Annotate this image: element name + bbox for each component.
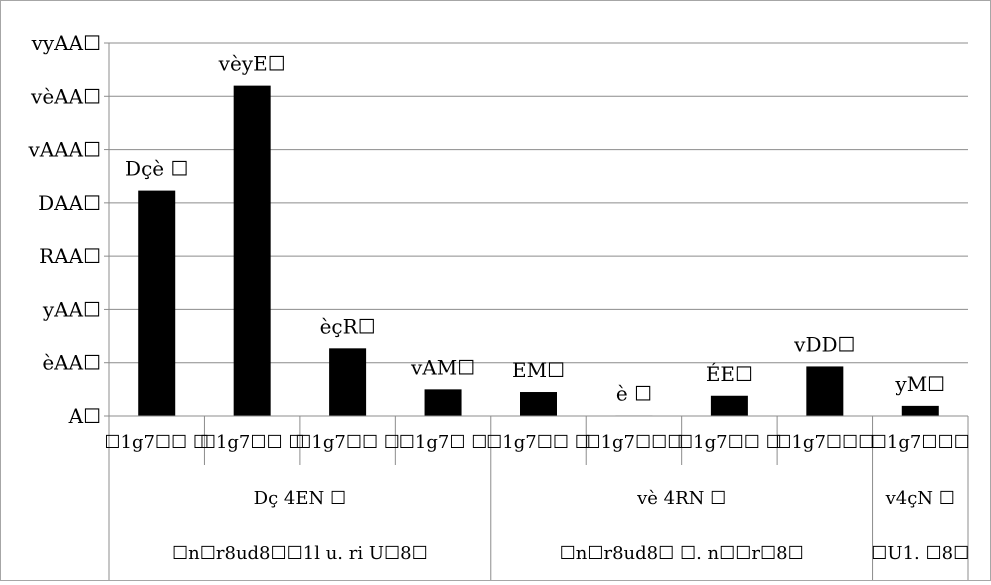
y-tick-label: vyAA☐ [31, 31, 101, 55]
y-tick-label: èAA☐ [42, 351, 101, 375]
data-label: vAM☐ [410, 355, 475, 379]
data-label: vèyE☐ [218, 52, 286, 76]
group-label: ☐n☐r8ud8☐☐1l u. ri U☐8☐ [172, 543, 428, 564]
y-tick-label: DAA☐ [38, 191, 101, 215]
group-label: ☐U1. ☐8☐ [871, 543, 969, 564]
bar [901, 405, 939, 416]
category-label: ☐1g7☐☐☐ [584, 432, 683, 453]
y-tick-label: vAAA☐ [27, 138, 101, 162]
category-label: ☐1g7☐☐☐ [871, 432, 970, 453]
category-label: ☐1g7☐☐ ☐ [677, 432, 782, 453]
group-label: ☐n☐r8ud8☐ ☐. n☐☐r☐8☐ [560, 543, 804, 564]
category-label: ☐1g7☐☐☐ [775, 432, 874, 453]
data-label: yM☐ [894, 372, 945, 396]
category-label: ☐1g7☐☐ ☐ [486, 432, 591, 453]
category-label: ☐1g7☐☐ ☐ [295, 432, 400, 453]
category-label: ☐1g7☐ ☐ [399, 432, 488, 453]
bar [329, 348, 367, 416]
y-tick-label: yAA☐ [42, 297, 101, 321]
data-labels: Dçè ☐ vèyE☐ èçR☐ vAM☐ EM☐ è ☐ ÉE☐ vDD☐ yM☐ [125, 52, 945, 406]
category-label: ☐1g7☐☐ ☐ [104, 432, 209, 453]
data-label: vDD☐ [793, 332, 855, 356]
bar [806, 366, 844, 416]
data-label: è ☐ [616, 381, 652, 405]
group-label: vè 4RN ☐ [636, 488, 726, 509]
y-tick-label: RAA☐ [39, 244, 101, 268]
bar [138, 190, 176, 416]
axes: A☐ èAA☐ yAA☐ RAA☐ DAA☐ vAAA☐ vèAA☐ vyAA☐ [27, 31, 968, 428]
bar [424, 389, 462, 416]
bars [138, 85, 939, 416]
data-label: èçR☐ [320, 314, 376, 338]
group-label: v4çN ☐ [885, 488, 955, 509]
y-tick-label: A☐ [68, 404, 101, 428]
category-label: ☐1g7☐☐ ☐ [200, 432, 305, 453]
group-label: Dç 4EN ☐ [254, 488, 346, 509]
data-label: EM☐ [512, 358, 565, 382]
data-label: ÉE☐ [706, 362, 753, 386]
y-tick-label: vèAA☐ [30, 84, 101, 108]
bar [710, 395, 748, 416]
bar [233, 85, 271, 416]
data-label: Dçè ☐ [125, 157, 188, 181]
bar [520, 392, 557, 416]
category-axis: ☐1g7☐☐ ☐☐1g7☐☐ ☐☐1g7☐☐ ☐☐1g7☐ ☐☐1g7☐☐ ☐☐… [104, 416, 970, 580]
